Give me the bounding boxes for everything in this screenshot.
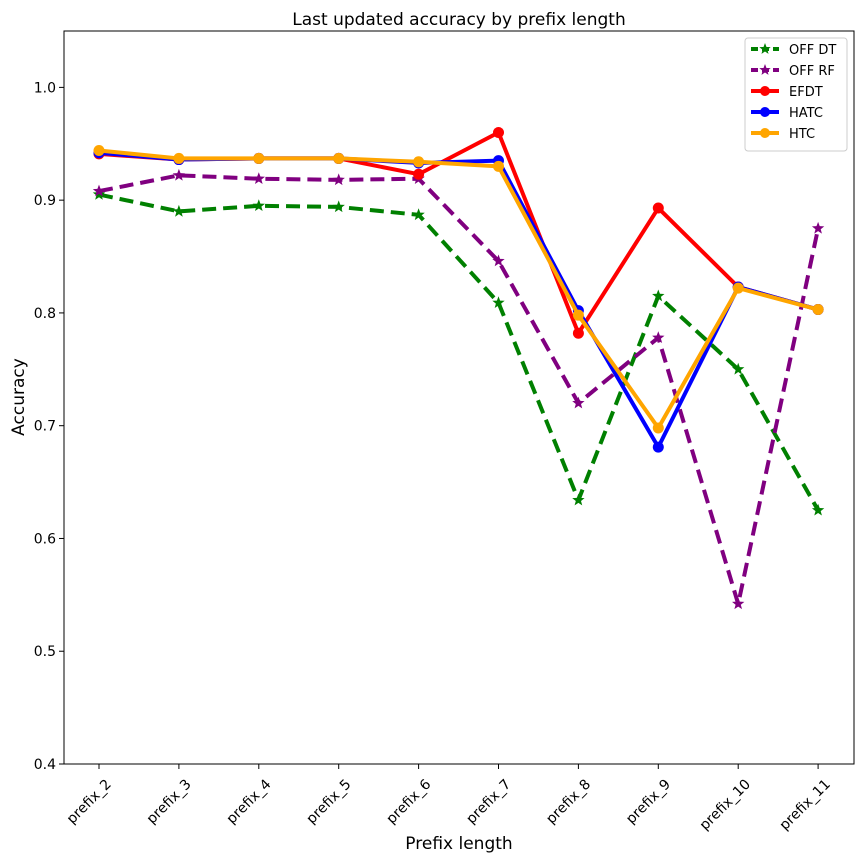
plot-frame [63, 30, 855, 765]
legend-item: OFF RF [751, 64, 835, 79]
data-point [173, 152, 185, 164]
legend-box [744, 37, 848, 152]
legend-marker [759, 64, 771, 75]
x-tick-label: prefix_10 [697, 776, 754, 833]
data-point [413, 168, 425, 180]
series-line [98, 192, 820, 512]
data-point [252, 172, 265, 184]
data-point [413, 156, 425, 168]
data-point [253, 152, 265, 164]
data-point [811, 503, 825, 516]
data-point [492, 296, 505, 309]
data-point [493, 126, 504, 138]
legend-item: HATC [751, 106, 823, 121]
data-point [572, 396, 585, 409]
data-point [333, 152, 345, 164]
data-point [332, 200, 345, 213]
data-point [652, 441, 664, 453]
data-point [572, 327, 584, 339]
series-hatc [93, 147, 824, 453]
data-point [652, 422, 664, 434]
data-point [652, 202, 664, 214]
x-tick-label: prefix_4 [224, 776, 275, 827]
legend-item: OFF DT [751, 43, 836, 58]
y-tick-label: 1.0 [34, 80, 56, 96]
y-tick-label: 0.6 [34, 531, 56, 547]
legend-label: EFDT [789, 85, 823, 100]
y-tick-label: 0.5 [34, 644, 56, 660]
y-tick-label: 0.9 [34, 193, 56, 209]
series-line [98, 150, 819, 450]
data-point [252, 199, 265, 212]
data-point [732, 362, 745, 375]
data-point [492, 254, 505, 267]
x-tick-label: prefix_9 [623, 776, 674, 827]
y-axis-label: Accuracy [9, 358, 29, 436]
data-point [572, 309, 584, 321]
x-tick-label: prefix_8 [543, 776, 594, 827]
y-tick-label: 0.7 [34, 419, 56, 435]
legend-marker [760, 128, 770, 138]
series-line [98, 148, 819, 430]
data-point [92, 188, 106, 200]
legend-marker [760, 86, 770, 96]
data-point [732, 282, 744, 294]
series-off-rf [92, 168, 825, 610]
data-point [572, 493, 585, 506]
data-point [652, 289, 665, 302]
x-tick-label: prefix_2 [64, 776, 115, 827]
data-point [811, 221, 825, 234]
y-tick-label: 0.4 [34, 757, 56, 773]
series-htc [93, 145, 824, 434]
legend-label: HTC [789, 127, 815, 142]
data-point [332, 173, 345, 186]
legend-item: EFDT [751, 85, 823, 100]
data-point [412, 208, 425, 221]
legend: OFF DT OFF RF EFDT HATC HTC [744, 37, 848, 152]
series-line [98, 173, 821, 606]
data-point [812, 304, 824, 316]
legend-label: OFF RF [789, 64, 835, 79]
data-point [493, 160, 504, 172]
legend-marker [759, 43, 771, 54]
data-point [92, 184, 106, 197]
data-point [172, 204, 186, 217]
legend-label: HATC [789, 106, 823, 121]
y-tick-label: 0.8 [34, 306, 56, 322]
legend-label: OFF DT [789, 43, 836, 58]
x-tick-label: prefix_7 [463, 776, 514, 827]
legend-item: HTC [751, 127, 815, 142]
series-layer [92, 126, 825, 610]
data-point [732, 597, 745, 610]
legend-marker [760, 107, 770, 117]
y-axis: 0.4 0.5 0.6 0.7 0.8 0.9 1.0 [34, 80, 64, 773]
x-tick-label: prefix_5 [304, 776, 355, 827]
data-point [172, 168, 186, 181]
x-tick-label: prefix_3 [144, 776, 195, 827]
data-point [652, 331, 665, 343]
x-tick-label: prefix_11 [777, 776, 834, 833]
series-off-dt [92, 188, 825, 516]
x-axis-label: Prefix length [405, 834, 512, 854]
chart-title: Last updated accuracy by prefix length [292, 10, 626, 30]
x-tick-label: prefix_6 [383, 776, 434, 827]
data-point [93, 145, 105, 157]
x-axis: prefix_2 prefix_3 prefix_4 prefix_5 prefix_6… [64, 764, 834, 834]
